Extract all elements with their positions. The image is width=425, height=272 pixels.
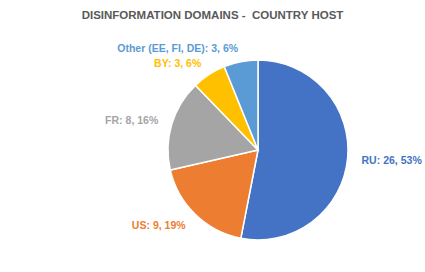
label-value: 3, 6%: [211, 42, 239, 54]
data-label: FR:8, 16%: [105, 114, 159, 126]
label-category: FR:: [105, 114, 123, 126]
slice: [224, 60, 258, 150]
label-category: US:: [132, 219, 150, 231]
label-category: BY:: [154, 57, 171, 69]
label-category: RU:: [362, 154, 381, 166]
label-category: Other (EE, FI, DE):: [117, 42, 208, 54]
data-label: BY:3, 6%: [154, 57, 202, 69]
slices: [168, 60, 348, 240]
label-value: 8, 16%: [126, 114, 159, 126]
background: [0, 0, 425, 272]
label-value: 3, 6%: [174, 57, 202, 69]
label-value: 26, 53%: [383, 154, 422, 166]
labels: RU:26, 53%US:9, 19%FR:8, 16%BY:3, 6%Othe…: [105, 42, 422, 231]
title: DISINFORMATION DOMAINS - COUNTRY HOST: [82, 9, 344, 21]
label-value: 9, 19%: [153, 219, 186, 231]
data-label: Other (EE, FI, DE):3, 6%: [117, 42, 239, 54]
chart: DISINFORMATION DOMAINS - COUNTRY HOST RU:…: [0, 0, 425, 272]
data-label: US:9, 19%: [132, 219, 186, 231]
data-label: RU:26, 53%: [362, 154, 423, 166]
